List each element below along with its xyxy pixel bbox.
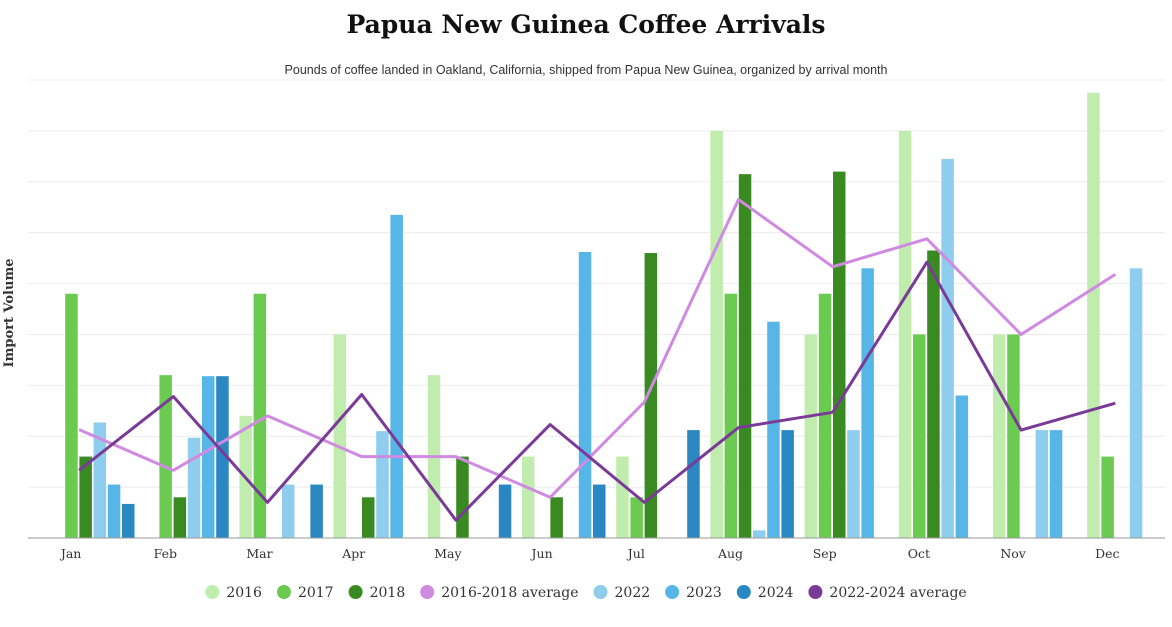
bar-2024-Feb[interactable]	[216, 376, 229, 538]
bar-2024-Jan[interactable]	[122, 503, 135, 538]
legend-item-2016-2018-average[interactable]: 2016-2018 average	[420, 585, 579, 601]
legend-label: 2022	[615, 585, 651, 601]
bar-2022-Sep[interactable]	[847, 430, 860, 538]
bar-2022-Mar[interactable]	[282, 484, 295, 538]
legend[interactable]: 2016 2017 2018 2016-2018 average 2022 2023 202…	[205, 585, 967, 601]
bar-2016-Jul[interactable]	[616, 456, 629, 538]
bar-2018-Oct[interactable]	[927, 250, 940, 538]
line-2016-2018-average[interactable]	[78, 198, 1117, 499]
legend-item-2018[interactable]: 2018	[348, 585, 406, 601]
x-tick-label-Mar: Mar	[246, 546, 272, 561]
bar-2016-Aug[interactable]	[710, 130, 723, 538]
bar-2016-Apr[interactable]	[333, 334, 347, 538]
bar-2017-Oct[interactable]	[913, 334, 926, 538]
bar-2022-Oct[interactable]	[941, 158, 954, 538]
legend-swatch	[348, 585, 363, 599]
bar-2018-Jun[interactable]	[550, 497, 563, 538]
line-2022-2024-average[interactable]	[78, 260, 1116, 522]
x-tick-label-Apr: Apr	[341, 546, 365, 561]
bar-2018-Feb[interactable]	[173, 497, 187, 538]
legend-item-2024[interactable]: 2024	[736, 585, 794, 601]
bar-2018-May[interactable]	[456, 456, 469, 538]
bar-2016-Nov[interactable]	[993, 334, 1006, 538]
legend-item-2022[interactable]: 2022	[593, 585, 651, 601]
bar-2023-Feb[interactable]	[202, 376, 215, 538]
x-tick-label-Feb: Feb	[154, 546, 177, 561]
x-tick-label-May: May	[434, 546, 462, 561]
legend-item-2017[interactable]: 2017	[276, 585, 334, 601]
bar-2024-Jul[interactable]	[687, 430, 700, 538]
bar-2023-Aug[interactable]	[767, 321, 780, 538]
legend-label: 2024	[758, 585, 794, 601]
legend-swatch	[593, 585, 608, 599]
bar-2017-Dec[interactable]	[1101, 456, 1114, 538]
bar-2023-Apr[interactable]	[390, 214, 403, 538]
bar-2018-Apr[interactable]	[362, 497, 375, 538]
legend-item-2022-2024-average[interactable]: 2022-2024 average	[808, 585, 967, 601]
bar-2017-Sep[interactable]	[818, 293, 832, 538]
y-axis-title: Import Volume	[2, 259, 17, 368]
x-tick-label-Oct: Oct	[908, 546, 930, 561]
x-tick-label-Sep: Sep	[813, 546, 837, 561]
bar-2017-Jan[interactable]	[65, 293, 78, 538]
bar-2016-Oct[interactable]	[898, 130, 912, 538]
x-tick-label-Jun: Jun	[530, 546, 553, 561]
legend-swatch	[420, 585, 435, 599]
bar-2017-Nov[interactable]	[1007, 334, 1020, 538]
bar-2022-Feb[interactable]	[187, 437, 201, 538]
legend-item-2016[interactable]: 2016	[205, 585, 262, 601]
bar-2018-Aug[interactable]	[738, 174, 752, 538]
bar-2022-Dec[interactable]	[1129, 268, 1143, 538]
legend-label: 2016	[226, 585, 262, 601]
bar-2022-Aug[interactable]	[753, 530, 766, 538]
chart-subtitle: Pounds of coffee landed in Oakland, Cali…	[284, 63, 888, 77]
x-tick-label-Jan: Jan	[59, 546, 82, 561]
x-tick-label-Dec: Dec	[1095, 546, 1119, 561]
legend-label: 2017	[298, 585, 334, 601]
bar-2022-Apr[interactable]	[376, 431, 389, 538]
bar-2023-Sep[interactable]	[861, 268, 874, 538]
bar-2023-Oct[interactable]	[955, 395, 969, 538]
legend-swatch	[205, 585, 220, 599]
bar-2024-Mar[interactable]	[310, 484, 323, 538]
bar-2023-Nov[interactable]	[1049, 430, 1063, 538]
bar-2016-Jun[interactable]	[522, 456, 535, 538]
bar-2024-Jun[interactable]	[593, 484, 606, 538]
bar-2017-Jul[interactable]	[630, 497, 643, 538]
legend-label: 2018	[370, 585, 406, 601]
bar-2022-Nov[interactable]	[1035, 430, 1049, 538]
x-axis-ticks: Jan Feb Mar Apr May Jun Jul Aug Sep Oct Nov Dec	[59, 546, 1120, 561]
bar-2023-Jan[interactable]	[107, 484, 121, 538]
x-tick-label-Jul: Jul	[626, 546, 645, 561]
bar-2016-Sep[interactable]	[804, 334, 818, 538]
bar-2018-Jul[interactable]	[644, 253, 658, 538]
legend-item-2023[interactable]: 2023	[665, 585, 722, 601]
bar-2017-Aug[interactable]	[724, 293, 738, 538]
bar-2018-Jan[interactable]	[79, 456, 92, 538]
legend-swatch	[665, 585, 680, 599]
bars	[65, 92, 1143, 538]
bar-2017-Mar[interactable]	[253, 293, 267, 538]
bar-2024-May[interactable]	[498, 484, 512, 538]
bar-2023-Jun[interactable]	[578, 252, 592, 538]
x-tick-label-Aug: Aug	[717, 546, 743, 561]
legend-label: 2023	[686, 585, 722, 601]
legend-label: 2022-2024 average	[829, 585, 966, 601]
x-tick-label-Nov: Nov	[1000, 546, 1026, 561]
legend-label: 2016-2018 average	[441, 585, 578, 601]
bar-2017-Feb[interactable]	[159, 375, 172, 538]
legend-swatch	[276, 585, 291, 599]
bar-2016-Dec[interactable]	[1087, 92, 1100, 538]
bar-2024-Aug[interactable]	[781, 430, 794, 538]
bar-2018-Sep[interactable]	[833, 171, 846, 538]
average-lines	[78, 198, 1117, 522]
legend-swatch	[808, 585, 823, 599]
legend-swatch	[736, 585, 751, 599]
chart-title: Papua New Guinea Coffee Arrivals	[346, 10, 826, 39]
